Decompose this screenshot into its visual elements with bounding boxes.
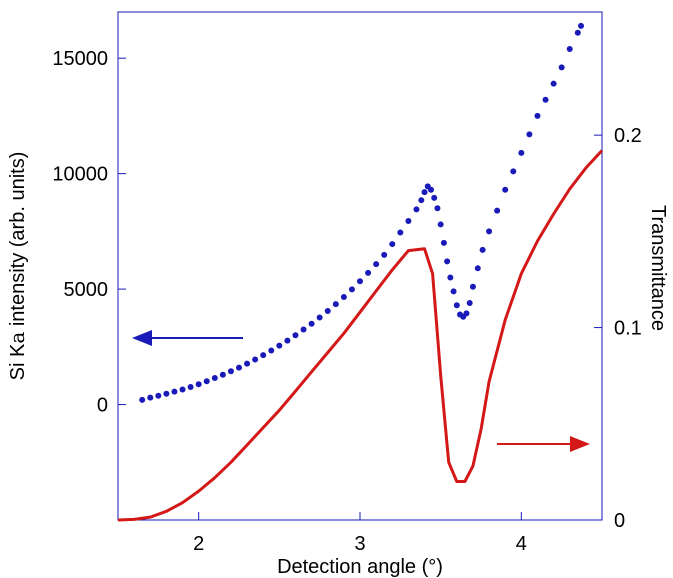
intensity-data-point [244,360,251,367]
left-y-tick-label: 0 [97,395,108,417]
intensity-data-point [195,381,202,388]
intensity-data-point [558,64,565,71]
intensity-data-point [434,205,441,212]
intensity-data-point [566,45,573,52]
intensity-data-point [466,299,473,306]
intensity-data-point [252,356,259,363]
intensity-data-point [518,149,525,156]
intensity-data-point [268,347,275,354]
left-axis-arrow-head [132,330,152,346]
intensity-data-point [421,189,428,196]
intensity-data-point [139,396,146,403]
right-y-tick-label: 0 [614,510,625,532]
intensity-data-point [340,293,347,300]
intensity-data-point [510,168,517,175]
intensity-data-point [418,197,425,204]
intensity-data-point [447,274,454,281]
intensity-data-point [308,320,315,327]
right-y-axis-title: Transmittance [647,205,669,331]
right-y-axis-ticks: 0 0.1 0.2 [594,125,642,532]
intensity-data-point [155,392,162,399]
intensity-data-point [292,332,299,339]
intensity-data-point [300,326,307,333]
right-axis-arrow-head [570,436,590,452]
intensity-data-point [211,374,218,381]
intensity-data-point [179,386,186,393]
intensity-data-point [357,278,363,285]
intensity-data-point [486,228,493,235]
left-y-tick-label: 5000 [64,279,109,301]
intensity-data-point [405,217,412,224]
intensity-data-point [431,194,438,201]
right-y-tick-label: 0.2 [614,125,642,147]
intensity-scatter-series [139,22,585,403]
intensity-data-point [437,221,444,228]
intensity-data-point [219,371,226,378]
intensity-data-point [534,112,541,119]
left-y-tick-label: 15000 [52,48,108,70]
intensity-data-point [427,186,434,193]
intensity-data-point [574,29,581,36]
intensity-data-point [453,302,460,309]
intensity-data-point [444,258,451,265]
intensity-data-point [284,337,291,344]
intensity-data-point [171,388,178,395]
x-axis-ticks: 2 3 4 [193,512,527,555]
left-y-axis-ticks: 0 5000 10000 15000 [52,48,126,417]
intensity-data-point [397,229,404,236]
intensity-data-point [365,269,372,276]
x-tick-label: 3 [354,533,365,555]
intensity-data-point [373,261,380,268]
intensity-data-point [479,246,486,253]
x-axis-title: Detection angle (°) [277,556,443,578]
intensity-data-point [469,283,476,290]
intensity-data-point [494,207,501,214]
axis-indicator-arrows [132,330,590,452]
intensity-data-point [450,288,457,295]
intensity-data-point [550,80,557,87]
intensity-data-point [260,352,267,359]
intensity-data-point [147,394,154,401]
intensity-data-point [316,314,323,321]
intensity-data-point [389,241,396,248]
intensity-data-point [526,131,533,138]
intensity-data-point [227,368,234,375]
intensity-data-point [502,186,509,193]
intensity-data-point [187,383,194,390]
intensity-data-point [463,310,470,317]
left-y-axis-title: Si Ka intensity (arb. units) [5,152,29,381]
intensity-data-point [440,239,447,246]
intensity-data-point [542,96,549,103]
intensity-data-point [324,308,331,315]
intensity-data-point [474,265,481,272]
left-y-tick-label: 10000 [52,164,108,186]
intensity-data-point [348,286,355,293]
right-y-tick-label: 0.1 [614,318,642,340]
intensity-data-point [203,378,210,385]
x-tick-label: 2 [193,533,204,555]
intensity-data-point [276,342,283,349]
intensity-data-point [381,251,388,258]
transmittance-line-series [117,149,604,522]
intensity-data-point [163,390,170,397]
intensity-data-point [236,364,242,371]
intensity-data-point [578,22,585,29]
x-tick-label: 4 [516,533,527,555]
intensity-data-point [332,301,339,308]
intensity-data-point [413,206,420,213]
